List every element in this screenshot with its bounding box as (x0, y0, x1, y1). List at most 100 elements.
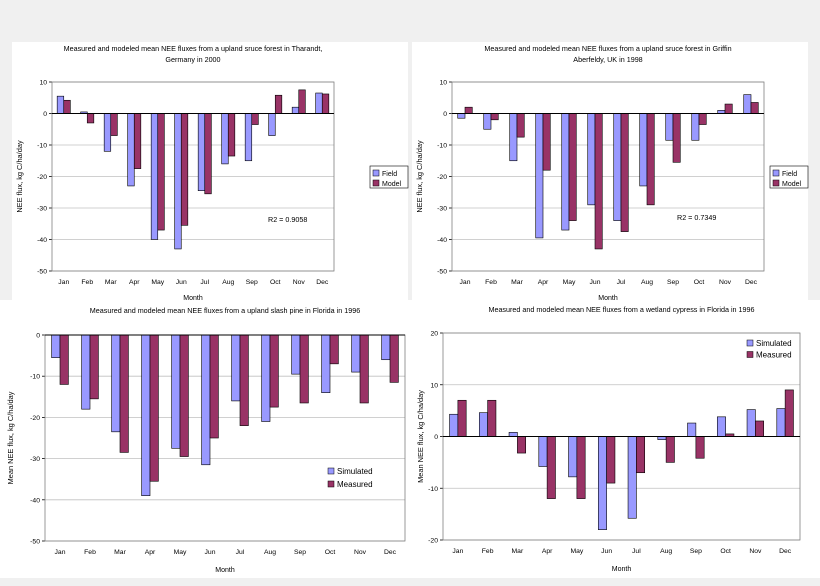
x-tick-label: Dec (384, 549, 397, 556)
x-axis-title: Month (612, 566, 632, 573)
bar-model-nov (724, 103, 733, 114)
bar-simulated-dec (776, 408, 786, 437)
bar-simulated-mar (508, 432, 518, 437)
y-tick-label: -10 (30, 374, 40, 381)
plot-area (44, 334, 406, 542)
bar-measured-feb (89, 334, 99, 400)
x-tick-label: Dec (779, 548, 792, 555)
x-tick-label: Oct (720, 548, 731, 555)
bar-field-jul (197, 113, 206, 191)
x-tick-label: May (151, 279, 164, 286)
bar-simulated-jun (597, 436, 607, 530)
chart-panel-wetland-cypress: Measured and modeled mean NEE fluxes fro… (410, 300, 820, 578)
bar-measured-mar (517, 436, 527, 454)
bar-model-jun (594, 113, 603, 250)
bar-measured-apr (546, 436, 556, 499)
chart-wetland-cypress: Measured and modeled mean NEE fluxes fro… (416, 305, 801, 573)
bar-simulated-mar (111, 334, 121, 433)
chart-title: Aberfeldy, UK in 1998 (573, 55, 642, 64)
x-tick-label: Nov (749, 548, 762, 555)
chart-slash-pine: Measured and modeled mean NEE fluxes fro… (6, 306, 406, 574)
bar-simulated-nov (746, 409, 756, 437)
chart-panel-griffin: Measured and modeled mean NEE fluxes fro… (412, 42, 809, 302)
y-tick-label: -20 (437, 174, 447, 181)
x-tick-label: Mar (512, 548, 524, 555)
bar-measured-nov (755, 420, 765, 437)
bar-simulated-jul (627, 436, 637, 519)
r2-annotation: R2 = 0.7349 (677, 213, 716, 222)
x-tick-label: Jun (590, 279, 601, 286)
x-tick-label: May (174, 549, 187, 556)
bar-model-feb (490, 113, 499, 121)
x-tick-label: Dec (316, 279, 329, 286)
x-axis-title: Month (183, 295, 203, 302)
x-tick-label: Oct (325, 549, 336, 556)
x-tick-label: Sep (246, 279, 258, 286)
bar-model-may (157, 113, 165, 231)
chart-panel-tharandt: Measured and modeled mean NEE fluxes fro… (12, 42, 409, 302)
chart-tharandt: Measured and modeled mean NEE fluxes fro… (15, 44, 409, 302)
legend-box (369, 165, 409, 189)
x-tick-label: Jun (205, 549, 216, 556)
bar-model-aug (227, 113, 236, 157)
x-tick-label: Sep (294, 549, 306, 556)
bar-field-nov (717, 110, 726, 114)
bar-model-mar (516, 113, 525, 138)
legend-label-simulated: Simulated (756, 339, 792, 348)
chart-title: Germany in 2000 (165, 55, 220, 64)
bar-model-sep (672, 113, 681, 163)
y-tick-label: 0 (443, 111, 447, 118)
bar-model-may (568, 113, 577, 221)
y-tick-label: 10 (439, 80, 447, 87)
bar-measured-jul (239, 334, 249, 426)
legend-label-model: Model (382, 181, 402, 188)
x-tick-label: Jun (176, 279, 187, 286)
bar-simulated-jan (449, 413, 459, 437)
bar-model-jan (464, 106, 473, 114)
legend-label-measured: Measured (337, 480, 373, 489)
bar-field-mar (509, 113, 518, 162)
bar-model-jul (620, 113, 629, 232)
x-tick-label: Feb (81, 279, 93, 286)
bar-measured-aug (665, 436, 675, 463)
bar-model-nov (298, 89, 306, 114)
legend-swatch-model (772, 179, 780, 187)
plot-area (451, 81, 765, 272)
legend-swatch-field (772, 169, 780, 177)
bar-model-feb (86, 113, 95, 124)
legend-label-field: Field (382, 171, 397, 178)
x-tick-label: Apr (145, 549, 156, 556)
bar-simulated-nov (351, 334, 361, 373)
r2-annotation: R2 = 0.9058 (268, 215, 307, 224)
x-tick-label: Apr (542, 548, 553, 555)
x-tick-label: Jul (617, 279, 626, 286)
bar-model-jan (63, 99, 71, 114)
y-tick-label: -10 (37, 143, 47, 150)
x-tick-label: Feb (482, 548, 494, 555)
bar-field-aug (639, 113, 648, 187)
y-tick-label: -10 (437, 143, 447, 150)
legend-label-model: Model (782, 181, 802, 188)
y-tick-label: -30 (30, 456, 40, 463)
bar-simulated-aug (657, 436, 667, 440)
bar-measured-jan (457, 399, 467, 437)
bar-measured-oct (329, 334, 339, 365)
legend-label-simulated: Simulated (337, 467, 373, 476)
bar-field-jan (56, 95, 65, 114)
bar-model-apr (133, 113, 142, 169)
x-tick-label: Jan (460, 279, 471, 286)
y-tick-label: -20 (428, 538, 438, 545)
bar-field-nov (291, 106, 300, 114)
y-tick-label: -20 (37, 174, 47, 181)
chart-title: Measured and modeled mean NEE fluxes fro… (64, 44, 323, 53)
y-tick-label: -40 (30, 497, 40, 504)
bar-simulated-dec (381, 334, 391, 361)
bar-model-oct (274, 94, 283, 114)
x-tick-label: Jan (58, 279, 69, 286)
bar-field-apr (535, 113, 544, 239)
bar-measured-mar (119, 334, 129, 453)
y-tick-label: -10 (428, 486, 438, 493)
x-tick-label: Nov (293, 279, 306, 286)
bar-field-oct (691, 113, 700, 141)
bar-simulated-feb (81, 334, 91, 410)
